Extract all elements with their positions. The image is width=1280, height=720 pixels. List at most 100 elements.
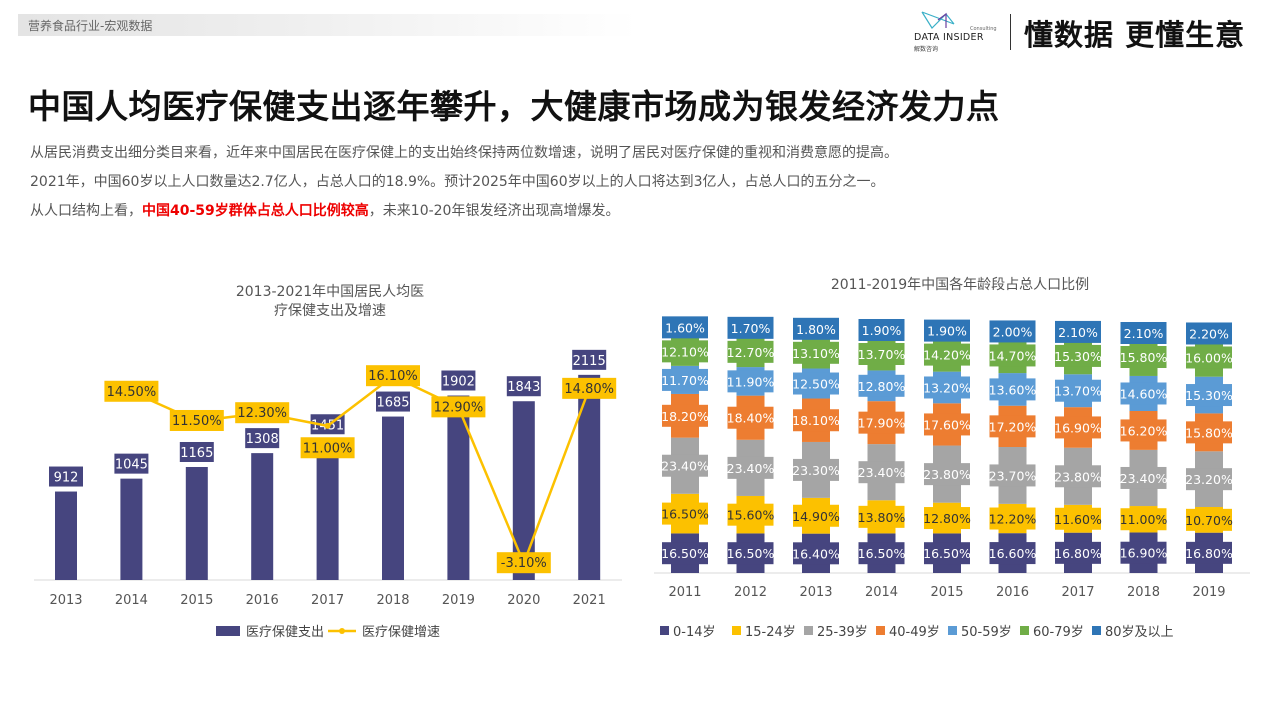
legend-label: 0-14岁	[673, 625, 716, 640]
segment-label-box	[662, 316, 708, 339]
legend-swatch	[660, 626, 669, 635]
segment-label: 13.60%	[989, 382, 1037, 397]
segment-label-box	[727, 503, 774, 526]
line-label-box	[496, 552, 551, 574]
x-tick-label: 2014	[865, 585, 898, 600]
segment-label-box	[924, 542, 970, 565]
legend-swatch	[732, 626, 741, 635]
segment-label-box	[1120, 466, 1167, 489]
bar	[382, 416, 404, 580]
segment-label: 23.20%	[1185, 472, 1233, 487]
segment-label-box	[858, 411, 905, 434]
line-label-box	[104, 380, 159, 402]
bar-label-box	[179, 441, 214, 462]
line-label: 14.50%	[107, 385, 157, 400]
line-label-box	[235, 402, 290, 424]
x-tick-label: 2021	[573, 593, 606, 608]
segment-label-box	[727, 542, 774, 565]
segment-label: 23.80%	[923, 467, 971, 482]
segment-label: 2.20%	[1189, 326, 1229, 341]
bar	[55, 491, 77, 580]
line-label-box	[431, 396, 486, 418]
x-tick-label: 2016	[996, 585, 1029, 600]
segment-label-box	[793, 409, 839, 432]
bar-label-box	[114, 453, 149, 474]
x-tick-label: 2019	[442, 593, 475, 608]
segment-label: 16.80%	[1185, 546, 1233, 561]
left-chart-title: 2013-2021年中国居民人均医 疗保健支出及增速	[235, 284, 425, 319]
bar-label: 1902	[442, 375, 475, 390]
bar	[185, 466, 208, 580]
x-tick-label: 2017	[1061, 585, 1094, 600]
x-tick-label: 2017	[311, 593, 344, 608]
segment-label-box	[1055, 465, 1101, 488]
segment-label-box	[924, 463, 970, 486]
segment-label: 13.20%	[923, 380, 971, 395]
page-title: 中国人均医疗保健支出逐年攀升，大健康市场成为银发经济发力点	[28, 87, 1000, 126]
bar	[120, 478, 143, 580]
segment-label: 16.40%	[792, 546, 840, 561]
segment-label-box	[924, 376, 970, 399]
legend-label: 15-24岁	[745, 625, 796, 640]
bar	[251, 453, 274, 580]
segment-label: 13.10%	[792, 346, 840, 361]
bar-label-box	[49, 466, 83, 487]
segment-label-box	[1186, 541, 1232, 564]
segment-label: 16.20%	[1120, 423, 1168, 438]
segment-label-box	[1055, 541, 1101, 564]
segment-label: 15.80%	[1120, 350, 1168, 365]
legend-swatch	[804, 626, 813, 635]
segment-label-box	[858, 374, 905, 397]
segment-label-box	[989, 378, 1036, 401]
segment-label: 11.00%	[1120, 512, 1168, 527]
line-label: 12.90%	[434, 400, 484, 415]
segment-label: 16.50%	[661, 507, 709, 522]
legend-swatch	[876, 626, 885, 635]
segment-label: 11.70%	[661, 373, 709, 388]
segment-label: 15.60%	[727, 508, 775, 523]
segment-label: 12.80%	[858, 379, 906, 394]
segment-label: 17.90%	[858, 416, 906, 431]
line-label: 12.30%	[237, 406, 287, 421]
segment-label-box	[989, 507, 1036, 530]
legend-swatch	[1092, 626, 1101, 635]
segment-label: 16.00%	[1185, 350, 1233, 365]
segment-label: 17.60%	[923, 417, 971, 432]
segment-label: 16.50%	[727, 546, 775, 561]
segment-label-box	[1055, 416, 1101, 439]
segment-label: 23.40%	[858, 465, 906, 480]
legend-label: 50-59岁	[961, 625, 1012, 640]
segment-label-box	[1186, 508, 1232, 531]
logo-sub: 解数咨询	[914, 46, 939, 53]
segment-label-box	[1120, 346, 1167, 368]
x-tick-label: 2016	[246, 593, 279, 608]
segment-label: 17.20%	[989, 419, 1037, 434]
line-label: -3.10%	[501, 556, 547, 571]
segment-label-box	[727, 456, 774, 479]
segment-label: 16.80%	[1054, 546, 1102, 561]
x-tick-label: 2020	[507, 593, 540, 608]
segment-label-box	[1120, 419, 1167, 442]
segment-label-box	[793, 341, 839, 364]
line-point	[324, 422, 331, 429]
segment-label: 2.10%	[1124, 326, 1164, 341]
line-label-box	[169, 409, 224, 431]
segment-label-box	[989, 344, 1036, 367]
segment-label: 13.70%	[858, 347, 906, 362]
bar-label-box	[245, 428, 280, 449]
slogan: 懂数据 更懂生意	[1024, 18, 1246, 52]
segment-label-box	[727, 370, 774, 393]
line-label-box	[366, 365, 420, 387]
segment-label: 14.70%	[989, 348, 1037, 363]
segment-label-box	[858, 542, 905, 565]
p3-text: 从人口结构上看，	[30, 203, 142, 219]
line-label: 16.10%	[368, 369, 418, 384]
segment-label: 10.70%	[1185, 513, 1233, 528]
legend-label: 医疗保健增速	[362, 625, 440, 640]
segment-label: 18.10%	[792, 413, 840, 428]
segment-label: 1.70%	[731, 321, 771, 336]
segment-label: 14.90%	[792, 509, 840, 524]
segment-label-box	[1055, 320, 1101, 343]
paragraph-2: 2021年，中国60岁以上人口数量达2.7亿人，占总人口的18.9%。预计202…	[30, 174, 885, 190]
